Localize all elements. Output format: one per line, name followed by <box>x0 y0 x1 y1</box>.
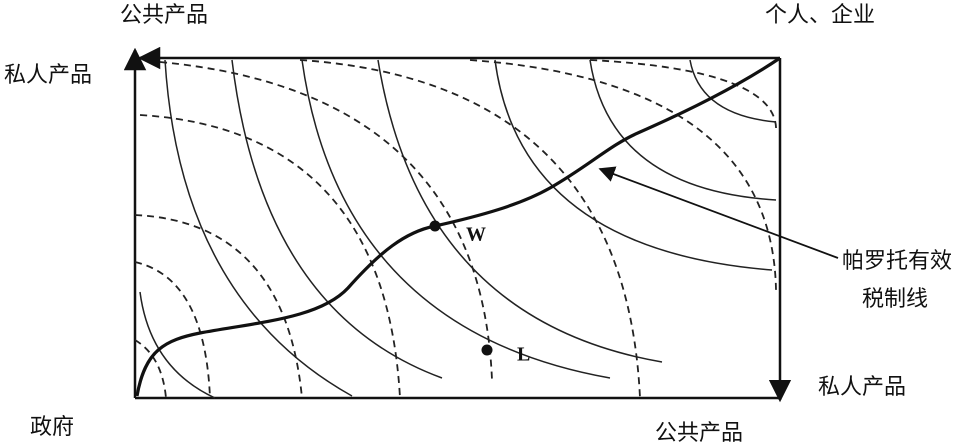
top-left-label: 公共产品 <box>120 3 208 28</box>
point-w-label: W <box>466 224 486 246</box>
annotation-line2: 税制线 <box>862 287 928 312</box>
point-w <box>429 220 441 232</box>
left-label: 私人产品 <box>4 63 92 88</box>
top-right-label: 个人、企业 <box>765 3 875 28</box>
bottom-left-label: 政府 <box>30 415 74 440</box>
point-l <box>481 344 493 356</box>
annotation-arrow <box>598 166 839 259</box>
right-label: 私人产品 <box>818 375 906 400</box>
box-axes <box>123 46 792 403</box>
dashed-curves <box>134 59 777 399</box>
solid-curves <box>139 59 777 399</box>
contract-curve <box>135 56 781 397</box>
bottom-right-label: 公共产品 <box>655 421 743 446</box>
annotation-line1: 帕罗托有效 <box>842 249 952 274</box>
point-l-label: L <box>517 344 530 366</box>
